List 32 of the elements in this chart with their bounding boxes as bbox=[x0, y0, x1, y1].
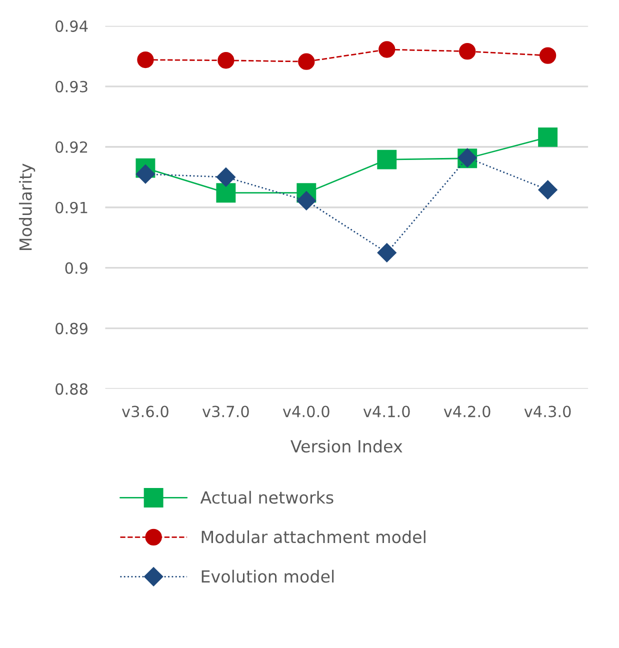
y-tick-label: 0.93 bbox=[56, 80, 88, 92]
x-axis-title: Version Index bbox=[290, 440, 402, 453]
x-tick-label: v4.3.0 bbox=[524, 406, 571, 418]
point bbox=[378, 41, 396, 58]
point bbox=[216, 183, 236, 203]
x-tick-label: v4.2.0 bbox=[444, 406, 490, 418]
x-tick-label: v4.0.0 bbox=[282, 406, 330, 418]
y-tick-label: 0.9 bbox=[65, 262, 88, 274]
point bbox=[137, 51, 154, 68]
x-tick-label: v3.6.0 bbox=[122, 406, 168, 418]
point bbox=[136, 164, 155, 184]
point bbox=[218, 52, 234, 69]
legend-label: Evolution model bbox=[202, 570, 334, 583]
x-tick-label: v3.7.0 bbox=[202, 406, 249, 418]
point bbox=[216, 168, 236, 187]
y-axis-title: Modularity bbox=[18, 164, 36, 250]
legend-label: Modular attachment model bbox=[202, 530, 426, 544]
y-tick-label: 0.89 bbox=[56, 322, 88, 334]
y-tick-label: 0.92 bbox=[56, 141, 88, 153]
point bbox=[377, 150, 397, 170]
y-tick-label: 0.88 bbox=[56, 383, 88, 395]
y-tick-label: 0.91 bbox=[56, 202, 88, 214]
point bbox=[377, 243, 396, 262]
point bbox=[298, 53, 315, 70]
legend-label: Actual networks bbox=[200, 490, 334, 504]
point bbox=[296, 191, 316, 210]
y-tick-label: 0.94 bbox=[56, 20, 88, 32]
point bbox=[459, 42, 476, 60]
point bbox=[539, 47, 556, 64]
point bbox=[538, 180, 558, 200]
x-tick-label: v4.1.0 bbox=[363, 406, 410, 418]
point bbox=[538, 127, 558, 147]
